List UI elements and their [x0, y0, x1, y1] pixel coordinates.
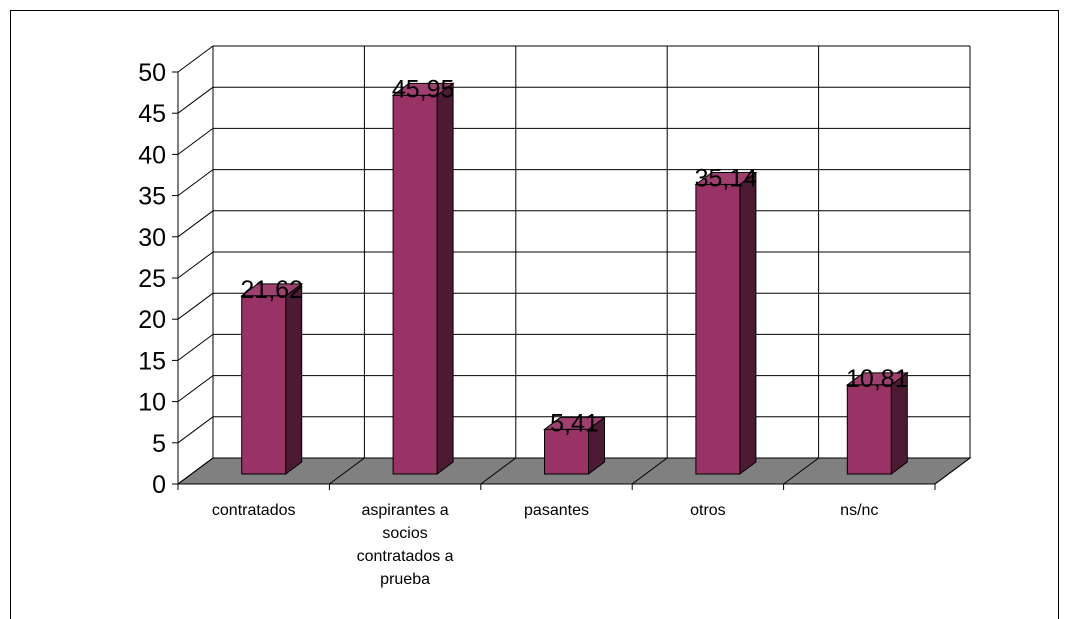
floor-divider-1	[329, 457, 365, 485]
floor-divider-4	[783, 457, 819, 485]
side-gridline-1	[177, 416, 214, 444]
data-label-3: 35,14	[695, 164, 758, 192]
data-label-2: 5,41	[550, 409, 599, 437]
side-gridline-2	[177, 375, 214, 403]
side-gridline-6	[177, 210, 214, 238]
bar-side-0	[285, 282, 303, 475]
floor-divider-3	[631, 457, 668, 485]
bar-side-1	[436, 82, 454, 475]
bar-0	[241, 295, 287, 475]
bar-3	[695, 183, 741, 475]
x-tick-label-2: pasantes	[524, 502, 589, 519]
y-tick-label-10: 50	[138, 59, 166, 87]
y-tick-label-9: 45	[138, 100, 166, 128]
y-tick-label-5: 25	[138, 265, 166, 293]
side-gridline-3	[177, 333, 214, 361]
y-tick-label-4: 20	[138, 306, 166, 334]
x-tick-label-0: contratados	[212, 502, 296, 519]
data-label-0: 21,62	[240, 276, 303, 304]
x-tick-label-4: ns/nc	[840, 502, 878, 519]
x-tick-label-1: aspirantes a socios contratados a prueba	[357, 502, 454, 588]
bar-side-3	[739, 171, 757, 475]
side-gridline-10	[177, 45, 214, 73]
y-tick-label-7: 35	[138, 183, 166, 211]
side-gridline-7	[177, 169, 214, 197]
side-gridline-4	[177, 292, 214, 320]
y-tick-label-2: 10	[138, 389, 166, 417]
side-gridline-9	[177, 86, 214, 114]
bar-1	[392, 94, 438, 475]
floor-divider-5	[934, 457, 971, 485]
side-gridline-5	[177, 251, 214, 279]
y-tick-label-3: 15	[138, 347, 166, 375]
floor-divider-2	[480, 457, 517, 485]
data-label-1: 45,95	[392, 75, 455, 103]
y-tick-label-1: 5	[152, 430, 166, 458]
y-tick-label-0: 0	[152, 471, 166, 499]
bar-2	[544, 428, 589, 475]
x-tick-label-3: otros	[690, 502, 726, 519]
y-tick-label-6: 30	[138, 224, 166, 252]
side-gridline-8	[177, 127, 214, 155]
data-label-4: 10,81	[846, 365, 909, 393]
bar-4	[846, 384, 892, 475]
floor-divider-0	[177, 457, 214, 485]
y-tick-label-8: 40	[138, 141, 166, 169]
